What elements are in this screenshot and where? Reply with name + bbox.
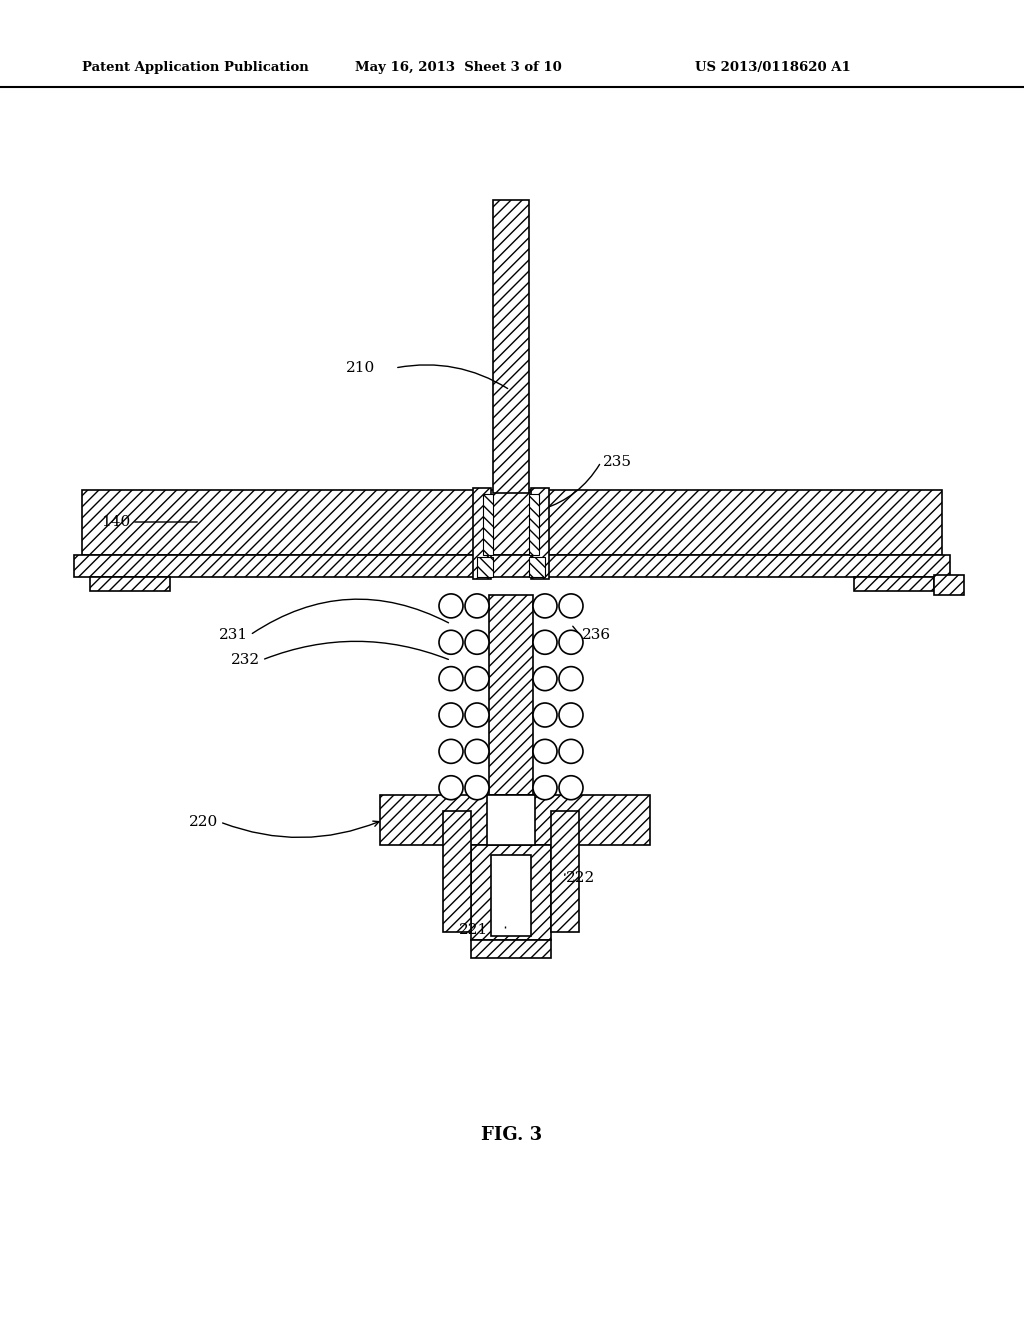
Circle shape bbox=[559, 776, 583, 800]
Bar bbox=[489, 595, 534, 795]
Circle shape bbox=[439, 630, 463, 655]
Bar bbox=[531, 488, 549, 579]
Circle shape bbox=[439, 667, 463, 690]
Text: 236: 236 bbox=[582, 628, 611, 642]
Circle shape bbox=[534, 594, 557, 618]
Circle shape bbox=[439, 739, 463, 763]
Circle shape bbox=[559, 594, 583, 618]
Bar bbox=[477, 557, 493, 577]
Text: 231: 231 bbox=[219, 628, 248, 642]
Text: 220: 220 bbox=[188, 814, 218, 829]
Text: 210: 210 bbox=[346, 360, 375, 375]
Bar bbox=[551, 810, 579, 932]
Text: FIG. 3: FIG. 3 bbox=[481, 1126, 543, 1144]
Bar bbox=[82, 490, 942, 554]
Bar bbox=[529, 494, 539, 554]
Text: US 2013/0118620 A1: US 2013/0118620 A1 bbox=[695, 62, 851, 74]
Bar bbox=[493, 201, 529, 492]
Bar bbox=[90, 577, 170, 591]
Bar bbox=[471, 845, 551, 940]
Circle shape bbox=[534, 667, 557, 690]
Circle shape bbox=[559, 739, 583, 763]
Circle shape bbox=[465, 704, 489, 727]
Circle shape bbox=[465, 667, 489, 690]
Text: May 16, 2013  Sheet 3 of 10: May 16, 2013 Sheet 3 of 10 bbox=[355, 62, 562, 74]
Bar bbox=[443, 810, 471, 932]
Circle shape bbox=[465, 594, 489, 618]
Bar bbox=[934, 576, 964, 595]
Circle shape bbox=[439, 594, 463, 618]
Circle shape bbox=[559, 667, 583, 690]
Bar bbox=[473, 488, 490, 579]
Bar bbox=[490, 855, 531, 936]
Circle shape bbox=[439, 704, 463, 727]
Circle shape bbox=[559, 704, 583, 727]
Text: 140: 140 bbox=[100, 515, 130, 529]
Bar bbox=[529, 557, 545, 577]
Circle shape bbox=[534, 630, 557, 655]
Text: 232: 232 bbox=[230, 653, 260, 667]
Bar bbox=[483, 494, 493, 554]
Text: 221: 221 bbox=[460, 923, 488, 937]
Circle shape bbox=[465, 630, 489, 655]
Bar bbox=[471, 940, 551, 958]
Bar bbox=[74, 554, 950, 577]
Text: Patent Application Publication: Patent Application Publication bbox=[82, 62, 309, 74]
Circle shape bbox=[559, 630, 583, 655]
Circle shape bbox=[465, 776, 489, 800]
Bar bbox=[854, 577, 934, 591]
Circle shape bbox=[465, 739, 489, 763]
Circle shape bbox=[534, 739, 557, 763]
Bar bbox=[487, 795, 535, 845]
Text: 222: 222 bbox=[566, 871, 595, 884]
Circle shape bbox=[439, 776, 463, 800]
Circle shape bbox=[534, 704, 557, 727]
Text: 235: 235 bbox=[603, 455, 632, 469]
Circle shape bbox=[534, 776, 557, 800]
Bar bbox=[380, 795, 650, 845]
